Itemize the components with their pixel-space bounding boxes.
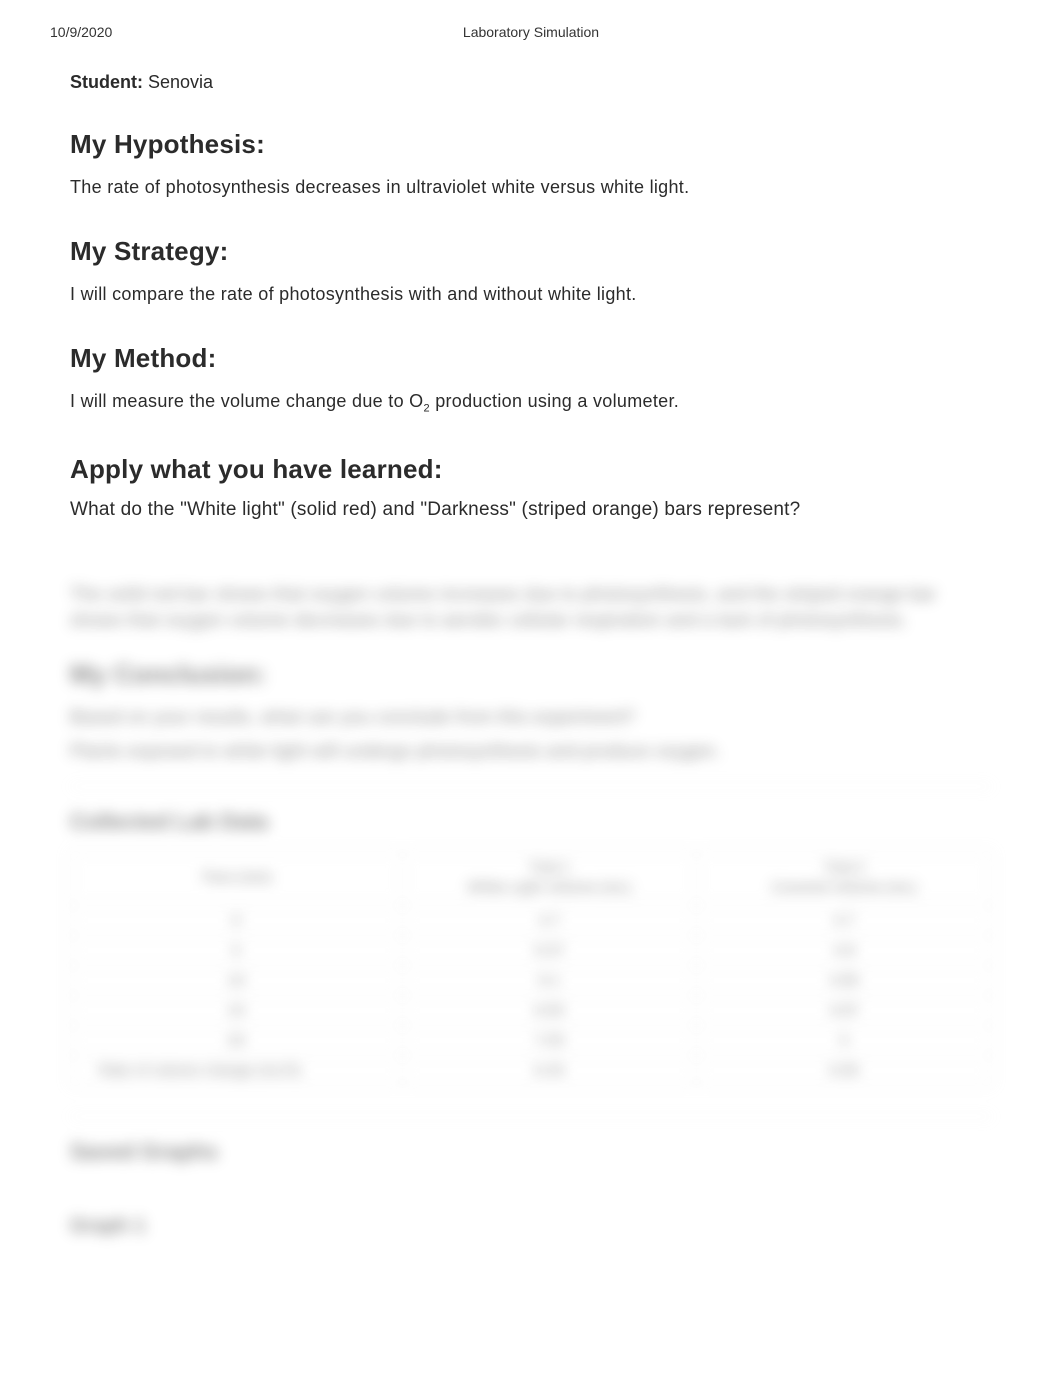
table-row: 106.14.85 (71, 965, 992, 995)
cell: 5 (71, 935, 403, 965)
locked-region: The solid red bar shows that oxygen volu… (70, 581, 992, 1238)
cell: 7.05 (402, 1025, 697, 1055)
col-trial1: Trial 1 White Light Volume (mL) (402, 852, 697, 906)
header-date: 10/9/2020 (50, 24, 112, 40)
col-trial2-line1: Trial 2 (824, 859, 865, 876)
table-row: 156.654.87 (71, 995, 992, 1025)
cell: 4.8 (697, 935, 992, 965)
cell: 5.07 (402, 935, 697, 965)
cell: 4.7 (402, 905, 697, 935)
table-row: 04.74.7 (71, 905, 992, 935)
saved-graphs-heading: Saved Graphs (70, 1139, 992, 1165)
method-text-post: production using a volumeter. (430, 391, 679, 411)
apply-heading: Apply what you have learned: (70, 454, 992, 485)
table-row: 55.074.8 (71, 935, 992, 965)
collected-heading: Collected Lab Data (70, 809, 992, 835)
cell: 15 (71, 995, 403, 1025)
strategy-heading: My Strategy: (70, 236, 992, 267)
apply-answer: The solid red bar shows that oxygen volu… (70, 581, 992, 633)
content: Student: Senovia My Hypothesis: The rate… (50, 48, 1012, 1238)
col-trial2-line2: Covered Volume (mL) (771, 879, 917, 896)
student-label: Student: (70, 72, 143, 92)
cell: 4.7 (697, 905, 992, 935)
page: 10/9/2020 Laboratory Simulation Student:… (0, 0, 1062, 1377)
cell: 0 (71, 905, 403, 935)
cell: 5 (697, 1025, 992, 1055)
student-line: Student: Senovia (70, 72, 992, 93)
col-time: Time (min) (71, 852, 403, 906)
hypothesis-text: The rate of photosynthesis decreases in … (70, 174, 992, 200)
footer-label: Rate of volume change (mL/h) (71, 1055, 403, 1085)
method-text: I will measure the volume change due to … (70, 388, 992, 418)
divider-2 (70, 1116, 992, 1117)
student-name-value: Senovia (148, 72, 213, 92)
conclusion-question: Based on your results, what can you conc… (70, 704, 992, 730)
divider (70, 786, 992, 787)
graph1-heading: Graph 1 (70, 1215, 992, 1238)
col-trial2: Trial 2 Covered Volume (mL) (697, 852, 992, 906)
conclusion-answer: Plants exposed to white light will under… (70, 738, 992, 764)
cell: 20 (71, 1025, 403, 1055)
hypothesis-heading: My Hypothesis: (70, 129, 992, 160)
strategy-text: I will compare the rate of photosynthesi… (70, 281, 992, 307)
table-footer-row: Rate of volume change (mL/h) 6.45 0.65 (71, 1055, 992, 1085)
lab-data-table: Time (min) Trial 1 White Light Volume (m… (70, 851, 992, 1086)
apply-question: What do the "White light" (solid red) an… (70, 499, 992, 521)
table-body: 04.74.7 55.074.8 106.14.85 156.654.87 20… (71, 905, 992, 1085)
cell: 10 (71, 965, 403, 995)
cell: 6.65 (402, 995, 697, 1025)
conclusion-heading: My Conclusion: (70, 659, 992, 690)
cell: 4.87 (697, 995, 992, 1025)
cell: 4.85 (697, 965, 992, 995)
cell: 6.1 (402, 965, 697, 995)
col-trial1-line2: White Light Volume (mL) (467, 879, 631, 896)
table-header-row: Time (min) Trial 1 White Light Volume (m… (71, 852, 992, 906)
table-row: 207.055 (71, 1025, 992, 1055)
header-title: Laboratory Simulation (463, 24, 599, 40)
footer-val2: 0.65 (697, 1055, 992, 1085)
col-trial1-line1: Trial 1 (529, 859, 570, 876)
footer-val1: 6.45 (402, 1055, 697, 1085)
page-header: 10/9/2020 Laboratory Simulation (50, 0, 1012, 48)
method-heading: My Method: (70, 343, 992, 374)
method-text-pre: I will measure the volume change due to … (70, 391, 423, 411)
